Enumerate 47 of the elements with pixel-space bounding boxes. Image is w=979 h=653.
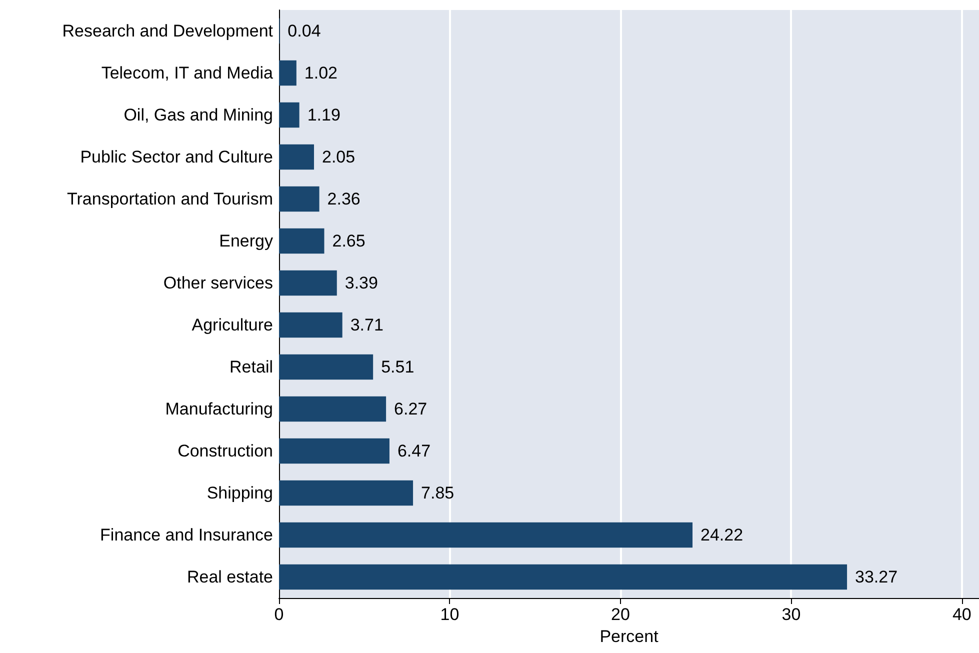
x-tick-label: 40 [952, 605, 972, 624]
bar [279, 564, 848, 590]
bar [279, 438, 390, 464]
bar [279, 312, 342, 338]
data-label: 2.05 [322, 148, 356, 166]
bar [279, 228, 324, 254]
bar [279, 60, 296, 86]
x-tick-label: 20 [611, 605, 630, 624]
bar [279, 480, 414, 506]
x-tick-label: 0 [274, 605, 284, 624]
data-label: 6.47 [397, 442, 431, 460]
data-label: 6.27 [394, 400, 428, 418]
bar [279, 270, 337, 296]
data-label: 0.04 [288, 22, 321, 40]
y-tick-label: Oil, Gas and Mining [124, 106, 273, 124]
bar [279, 144, 314, 170]
x-axis-title: Percent [600, 627, 659, 646]
data-label: 3.71 [350, 316, 384, 334]
data-label: 3.39 [344, 274, 378, 292]
y-tick-label: Public Sector and Culture [80, 148, 273, 166]
data-label: 5.51 [381, 358, 414, 376]
data-label: 1.02 [304, 64, 338, 82]
bar [279, 186, 320, 212]
y-tick-label: Agriculture [192, 316, 273, 334]
y-tick-label: Other services [163, 274, 273, 292]
data-label: 2.65 [332, 232, 366, 250]
y-tick-label: Construction [178, 442, 273, 460]
bar [279, 522, 693, 548]
y-tick-label: Retail [230, 358, 273, 376]
y-tick-label: Shipping [206, 484, 273, 502]
bar [279, 396, 386, 422]
y-tick-label: Manufacturing [165, 400, 273, 418]
y-tick-label: Finance and Insurance [100, 526, 273, 544]
x-tick-label: 10 [440, 605, 460, 624]
y-tick-label: Research and Development [62, 22, 274, 40]
x-tick-label: 30 [782, 605, 801, 624]
bar [279, 354, 374, 380]
data-label: 33.27 [855, 568, 898, 586]
data-label: 24.22 [700, 526, 744, 544]
y-tick-label: Telecom, IT and Media [101, 64, 274, 82]
data-label: 7.85 [421, 484, 454, 502]
y-tick-label: Real estate [187, 568, 273, 586]
bar [279, 102, 300, 128]
y-tick-label: Energy [219, 232, 274, 250]
data-label: 2.36 [327, 190, 360, 208]
data-label: 1.19 [307, 106, 340, 124]
y-tick-label: Transportation and Tourism [67, 190, 273, 208]
